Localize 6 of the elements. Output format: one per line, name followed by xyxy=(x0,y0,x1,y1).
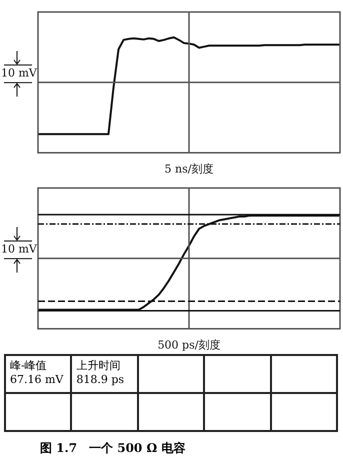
text: 图 1.7 一个 500 Ω 电容 xyxy=(40,440,186,457)
text: 10 mV xyxy=(1,66,38,80)
x-axis-title: 5 ns/刻度 xyxy=(164,162,214,176)
text: 10 mV xyxy=(1,242,38,256)
x-axis-title: 500 ps/刻度 xyxy=(158,338,220,352)
measurement-table: 峰-峰值 67.16 mV 上升时间 818.9 ps xyxy=(4,354,338,432)
